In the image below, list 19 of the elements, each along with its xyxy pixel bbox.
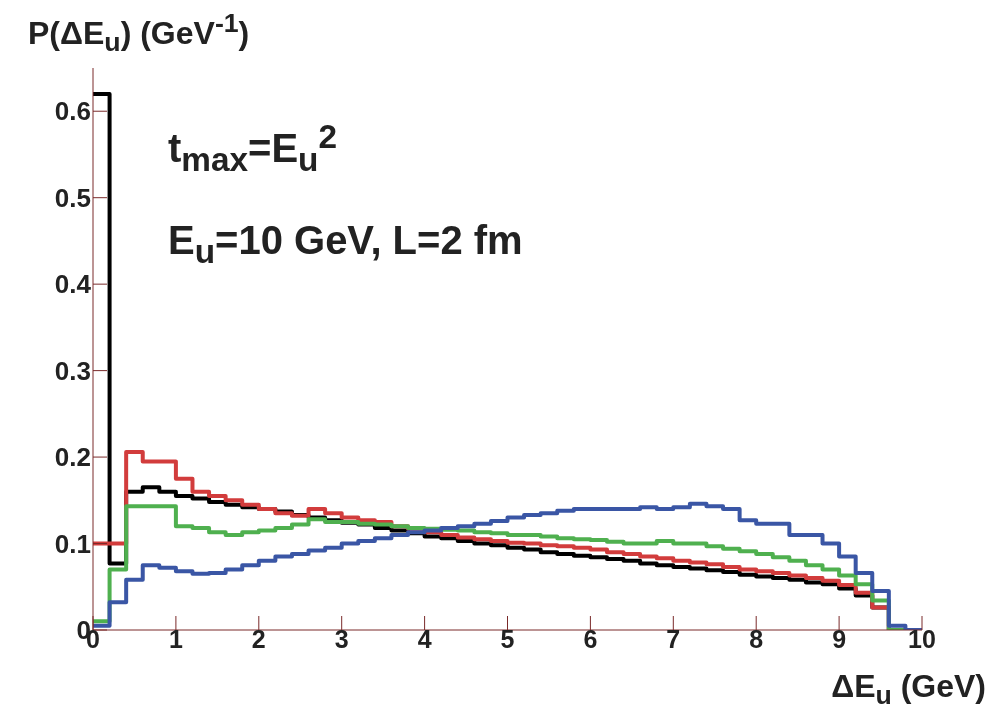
x-tick-label: 9 (832, 624, 847, 653)
x-axis-title: ΔE$_{u}$ (GeV) (831, 668, 986, 712)
x-tick-label: 1 (168, 624, 183, 653)
x-tick-label: 8 (749, 624, 764, 653)
y-axis-title: P(ΔE$_{u}$) (GeV$^{-1}$) (28, 8, 250, 59)
x-tick-label: 5 (500, 624, 515, 653)
y-tick-label: 0.1 (54, 528, 91, 559)
annotation: E$_{u}$=10 GeV, L=2 fm (168, 218, 523, 271)
y-tick-label: 0.4 (54, 269, 92, 300)
x-tick-label: 2 (251, 624, 266, 653)
x-tick-label: 7 (666, 624, 681, 653)
y-tick-label: 0.2 (54, 442, 91, 473)
x-tick-label: 3 (334, 624, 349, 653)
y-tick-label: 0.6 (54, 96, 91, 127)
x-tick-label: 4 (417, 624, 432, 653)
x-tick-label: 6 (583, 624, 598, 653)
x-tick-label: 10 (908, 624, 936, 653)
y-tick-label: 0.3 (54, 355, 91, 386)
y-tick-label: 0.5 (54, 182, 91, 213)
